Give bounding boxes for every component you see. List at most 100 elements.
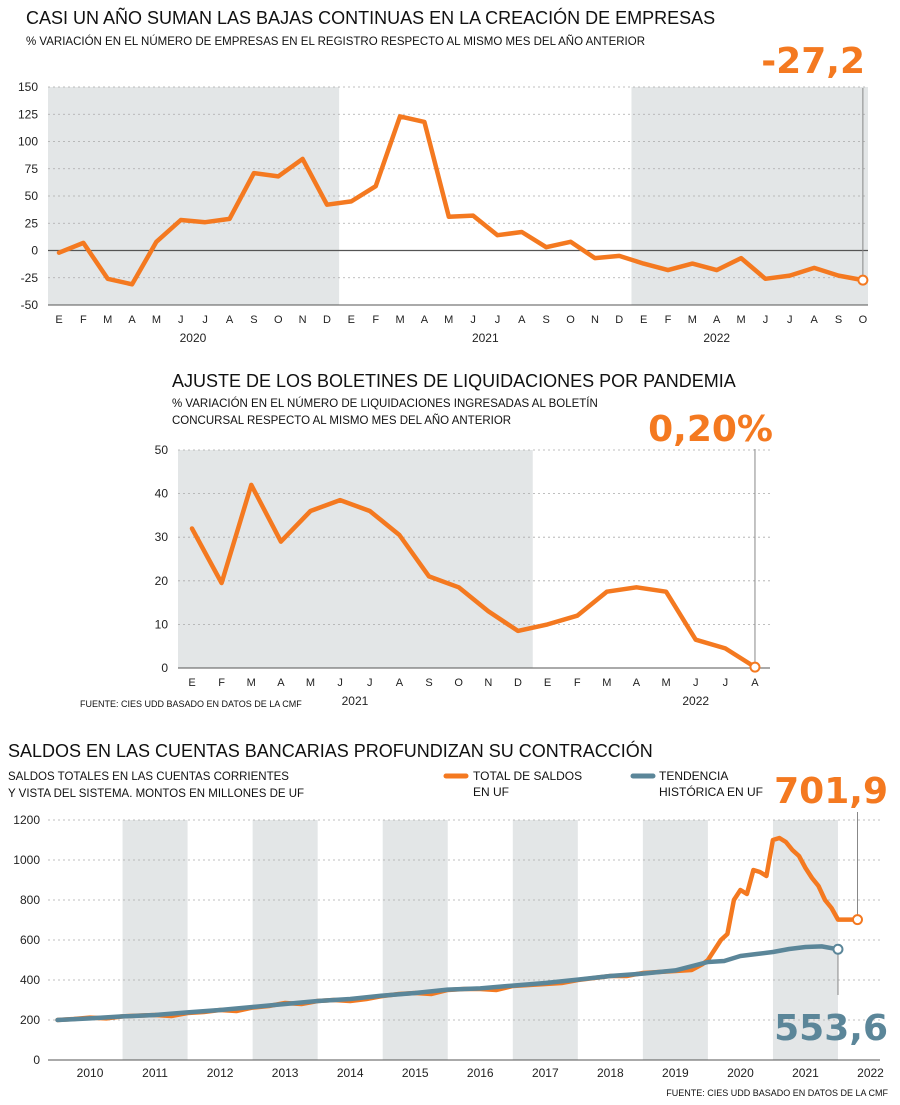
chart1-ytick: 100 xyxy=(18,135,38,149)
chart3-ytick: 1000 xyxy=(13,853,40,867)
chart3-last-point-orange xyxy=(851,914,863,926)
chart3-year-label: 2016 xyxy=(467,1066,494,1080)
chart3-year-label: 2011 xyxy=(142,1066,168,1080)
chart1-month-label: D xyxy=(615,314,623,326)
chart3-last-point-blue xyxy=(832,943,844,955)
chart1-month-label: A xyxy=(518,314,526,326)
chart2-year-label: 2022 xyxy=(682,694,709,708)
chart1-month-label: A xyxy=(128,314,136,326)
chart1-ytick: 25 xyxy=(25,216,39,230)
chart2-month-label: E xyxy=(544,677,551,689)
chart1-year-label: 2021 xyxy=(472,331,499,345)
chart1-month-label: N xyxy=(591,314,599,326)
chart2-month-label: F xyxy=(218,677,225,689)
chart2-ytick: 0 xyxy=(161,661,168,675)
chart1-month-label: S xyxy=(250,314,257,326)
chart1-month-label: J xyxy=(763,314,769,326)
chart3-shade-2015 xyxy=(382,820,448,1060)
chart3-series-trend xyxy=(55,944,841,1023)
chart1-month-label: A xyxy=(421,314,429,326)
chart3-year-label: 2013 xyxy=(272,1066,299,1080)
chart2-month-label: J xyxy=(367,677,373,689)
chart3-year-label: 2019 xyxy=(662,1066,689,1080)
chart3-title: SALDOS EN LAS CUENTAS BANCARIAS PROFUNDI… xyxy=(8,740,653,761)
chart2-title: AJUSTE DE LOS BOLETINES DE LIQUIDACIONES… xyxy=(172,371,736,391)
chart1-month-label: J xyxy=(495,314,501,326)
chart1-month-label: F xyxy=(80,314,87,326)
chart1-ytick: -50 xyxy=(21,298,39,312)
chart1-month-label: A xyxy=(713,314,721,326)
chart2-ytick: 30 xyxy=(155,530,169,544)
chart2-month-label: E xyxy=(188,677,195,689)
chart1-month-label: J xyxy=(470,314,476,326)
chart1-month-label: D xyxy=(323,314,331,326)
chart3-year-label: 2020 xyxy=(727,1066,754,1080)
chart2-month-label: S xyxy=(425,677,432,689)
chart1-ytick: 150 xyxy=(18,80,38,94)
chart3-callout-orange: 701,9 xyxy=(774,771,888,812)
chart2-last-point xyxy=(749,661,761,673)
chart3-shade-2013 xyxy=(252,820,318,1060)
chart1-month-label: M xyxy=(103,314,112,326)
chart3-subtitle-line: Y VISTA DEL SISTEMA. MONTOS EN MILLONES … xyxy=(8,788,304,800)
chart3-ytick: 400 xyxy=(20,973,40,987)
chart1-month-label: N xyxy=(299,314,307,326)
chart2-ytick: 50 xyxy=(155,443,169,457)
chart1-month-label: M xyxy=(444,314,453,326)
chart2-month-label: M xyxy=(661,677,670,689)
chart1-series-line xyxy=(56,114,866,287)
chart1-month-label: O xyxy=(274,314,283,326)
chart3-ytick: 200 xyxy=(20,1013,40,1027)
chart1-last-point xyxy=(857,274,869,286)
chart1-month-label: S xyxy=(835,314,842,326)
chart2-year-label: 2021 xyxy=(342,694,369,708)
chart2-month-label: M xyxy=(306,677,315,689)
chart1-ytick: 125 xyxy=(18,107,38,121)
chart2-subtitle-line: CONCURSAL RESPECTO AL MISMO MES DEL AÑO … xyxy=(172,414,511,427)
chart2-ytick: 10 xyxy=(155,617,169,631)
chart3-ytick: 600 xyxy=(20,933,40,947)
chart1-ytick: -25 xyxy=(21,271,39,285)
chart1-ytick: 0 xyxy=(31,244,38,258)
chart2-month-label: J xyxy=(337,677,343,689)
chart1-month-label: M xyxy=(152,314,161,326)
chart2-month-label: N xyxy=(484,677,492,689)
chart1-ytick: 50 xyxy=(25,189,39,203)
chart3-source: FUENTE: CIES UDD BASADO EN DATOS DE LA C… xyxy=(666,1088,888,1098)
chart3-callout-blue: 553,6 xyxy=(774,1008,888,1049)
chart2-month-label: O xyxy=(454,677,463,689)
legend-label: HISTÓRICA EN UF xyxy=(659,784,763,799)
chart1-month-label: J xyxy=(202,314,208,326)
chart2-month-label: M xyxy=(247,677,256,689)
chart1-month-label: A xyxy=(226,314,234,326)
chart3-year-label: 2010 xyxy=(77,1066,104,1080)
chart1-month-label: O xyxy=(566,314,575,326)
chart3-year-label: 2014 xyxy=(337,1066,364,1080)
chart1-month-label: A xyxy=(810,314,818,326)
chart2-month-label: A xyxy=(633,677,641,689)
legend-label: TENDENCIA xyxy=(659,769,728,783)
chart2-series-line xyxy=(189,482,758,670)
chart3-year-label: 2017 xyxy=(532,1066,559,1080)
chart2-month-label: J xyxy=(723,677,729,689)
legend-label: TOTAL DE SALDOS xyxy=(473,769,582,783)
chart2-month-label: M xyxy=(602,677,611,689)
chart3-year-label: 2021 xyxy=(792,1066,819,1080)
chart1-month-label: M xyxy=(688,314,697,326)
chart2-ytick: 20 xyxy=(155,574,169,588)
chart3-ytick: 0 xyxy=(33,1053,40,1067)
chart1-month-label: O xyxy=(859,314,868,326)
chart3-ytick: 1200 xyxy=(13,813,40,827)
chart1-month-label: F xyxy=(665,314,672,326)
chart3-year-label: 2018 xyxy=(597,1066,624,1080)
chart1-ytick: 75 xyxy=(25,162,39,176)
chart1-subtitle: % VARIACIÓN EN EL NÚMERO DE EMPRESAS EN … xyxy=(26,35,645,48)
chart2-month-label: A xyxy=(396,677,404,689)
chart1-month-label: M xyxy=(395,314,404,326)
chart2-callout: 0,20% xyxy=(648,409,773,450)
chart2-month-label: F xyxy=(574,677,581,689)
chart2-source: FUENTE: CIES UDD BASADO EN DATOS DE LA C… xyxy=(80,699,302,709)
chart1-year-label: 2020 xyxy=(180,331,207,345)
